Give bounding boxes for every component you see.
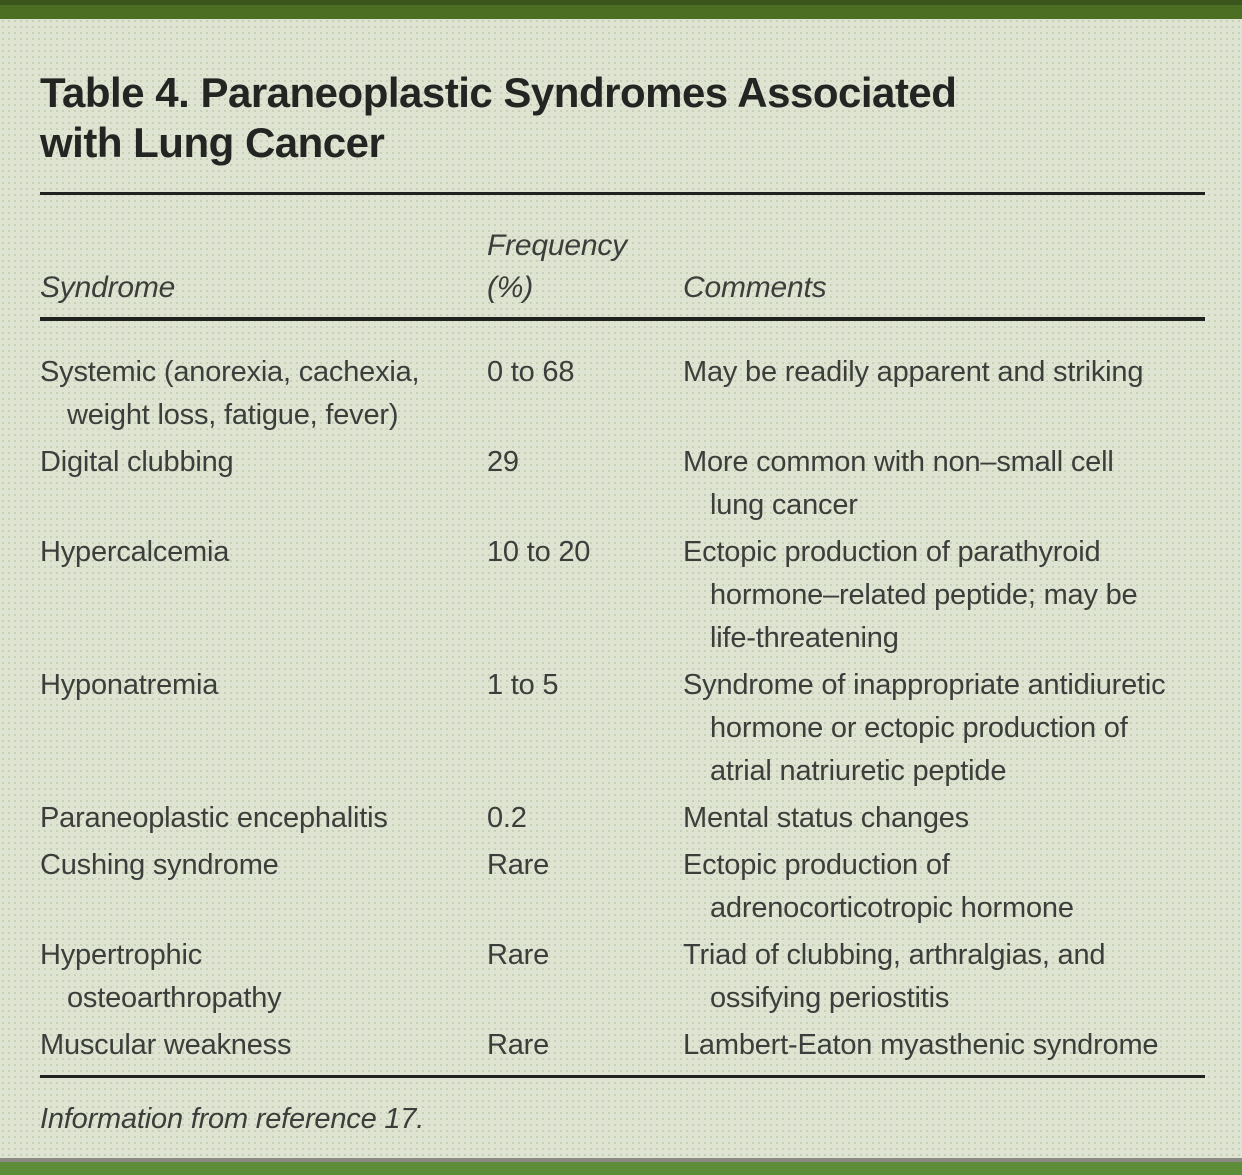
table-row: Muscular weakness Rare Lambert-Eaton myast…: [40, 1024, 1205, 1067]
cell-text-line: ossifying periostitis: [710, 982, 950, 1014]
cell-syndrome: Hypertrophic osteoarthropathy: [40, 934, 487, 1020]
cell-comments: Lambert-Eaton myasthenic syndrome: [683, 1024, 1205, 1067]
top-border-bar: [0, 0, 1242, 19]
cell-text-line: 1 to 5: [487, 669, 559, 701]
column-header-label: (%): [487, 271, 534, 304]
cell-comments: Syndrome of inappropriate antidiuretic ho…: [683, 664, 1205, 793]
table-row: Hypertrophic osteoarthropathy Rare Triad of…: [40, 934, 1205, 1020]
table-row: Digital clubbing 29 More common with non–s…: [40, 441, 1205, 527]
cell-text-line: weight loss, fatigue, fever): [67, 399, 399, 431]
cell-text-line: 10 to 20: [487, 536, 591, 568]
cell-comments: Ectopic production of adrenocorticotropic…: [683, 844, 1205, 930]
cell-comments: More common with non–small cell lung canc…: [683, 441, 1205, 527]
table-title: Table 4. Paraneoplastic Syndromes Associ…: [40, 68, 1205, 168]
cell-syndrome: Cushing syndrome: [40, 844, 487, 930]
cell-comments: Ectopic production of parathyroid hormone…: [683, 531, 1205, 660]
cell-text-line: adrenocorticotropic hormone: [710, 892, 1074, 924]
cell-comments: Triad of clubbing, arthralgias, and ossif…: [683, 934, 1205, 1020]
column-header-label: Frequency: [487, 229, 627, 262]
table-title-line2: with Lung Cancer: [40, 119, 385, 166]
cell-text-line: Ectopic production of parathyroid: [683, 536, 1101, 568]
bottom-gray-line: [0, 1158, 1242, 1162]
cell-comments: Mental status changes: [683, 797, 1205, 840]
divider-top: [40, 192, 1205, 195]
divider-bottom: [40, 1075, 1205, 1078]
cell-text-line: Ectopic production of: [683, 849, 950, 881]
column-header-syndrome: Syndrome: [40, 267, 487, 309]
cell-text-line: lung cancer: [710, 489, 858, 521]
cell-text-line: life-threatening: [710, 622, 899, 654]
table-content: Table 4. Paraneoplastic Syndromes Associ…: [0, 19, 1242, 1140]
cell-syndrome: Hypercalcemia: [40, 531, 487, 660]
cell-text-line: Rare: [487, 849, 550, 881]
cell-text-line: Cushing syndrome: [40, 849, 279, 881]
cell-frequency: 0.2: [487, 797, 683, 840]
cell-text-line: 0 to 68: [487, 356, 575, 388]
cell-text-line: Mental status changes: [683, 802, 969, 834]
cell-text-line: Muscular weakness: [40, 1029, 292, 1061]
column-header-label: Comments: [683, 271, 827, 304]
cell-text-line: Lambert-Eaton myasthenic syndrome: [683, 1029, 1159, 1061]
table-row: Hyponatremia 1 to 5 Syndrome of inappropri…: [40, 664, 1205, 793]
cell-syndrome: Hyponatremia: [40, 664, 487, 793]
table-footnote: Information from reference 17.: [40, 1103, 425, 1135]
table-row: Paraneoplastic encephalitis 0.2 Mental sta…: [40, 797, 1205, 840]
cell-syndrome: Muscular weakness: [40, 1024, 487, 1067]
cell-frequency: 29: [487, 441, 683, 527]
cell-text-line: Hypertrophic: [40, 939, 202, 971]
cell-frequency: 10 to 20: [487, 531, 683, 660]
table-title-line1: Table 4. Paraneoplastic Syndromes Associ…: [40, 69, 957, 116]
cell-text-line: Digital clubbing: [40, 446, 234, 478]
cell-text-line: 0.2: [487, 802, 527, 834]
table-row: Hypercalcemia 10 to 20 Ectopic production …: [40, 531, 1205, 660]
cell-frequency: Rare: [487, 844, 683, 930]
table-body: Systemic (anorexia, cachexia, weight loss…: [40, 351, 1205, 1067]
column-header-comments: Comments: [683, 267, 1205, 309]
column-header-label: Syndrome: [40, 271, 176, 304]
cell-text-line: hormone or ectopic production of: [710, 712, 1128, 744]
bottom-border-bar: [0, 1162, 1242, 1175]
cell-comments: May be readily apparent and striking: [683, 351, 1205, 437]
cell-text-line: atrial natriuretic peptide: [710, 755, 1007, 787]
cell-text-line: 29: [487, 446, 519, 478]
cell-text-line: Hypercalcemia: [40, 536, 230, 568]
cell-syndrome: Digital clubbing: [40, 441, 487, 527]
cell-text-line: Rare: [487, 939, 550, 971]
cell-syndrome: Paraneoplastic encephalitis: [40, 797, 487, 840]
table-row: Cushing syndrome Rare Ectopic production o…: [40, 844, 1205, 930]
table-header-row: Syndrome Frequency (%) Comments: [40, 225, 1205, 309]
cell-syndrome: Systemic (anorexia, cachexia, weight loss…: [40, 351, 487, 437]
cell-frequency: Rare: [487, 1024, 683, 1067]
cell-frequency: 0 to 68: [487, 351, 683, 437]
cell-text-line: Triad of clubbing, arthralgias, and: [683, 939, 1106, 971]
cell-text-line: Paraneoplastic encephalitis: [40, 802, 388, 834]
table-row: Systemic (anorexia, cachexia, weight loss…: [40, 351, 1205, 437]
cell-text-line: Syndrome of inappropriate antidiuretic: [683, 669, 1166, 701]
cell-text-line: Hyponatremia: [40, 669, 219, 701]
cell-text-line: May be readily apparent and striking: [683, 356, 1144, 388]
column-header-frequency: Frequency (%): [487, 225, 683, 309]
cell-text-line: Systemic (anorexia, cachexia,: [40, 356, 420, 388]
cell-text-line: hormone–related peptide; may be: [710, 579, 1138, 611]
cell-text-line: More common with non–small cell: [683, 446, 1114, 478]
divider-header: [40, 317, 1205, 321]
cell-text-line: osteoarthropathy: [67, 982, 282, 1014]
cell-frequency: 1 to 5: [487, 664, 683, 793]
cell-frequency: Rare: [487, 934, 683, 1020]
cell-text-line: Rare: [487, 1029, 550, 1061]
